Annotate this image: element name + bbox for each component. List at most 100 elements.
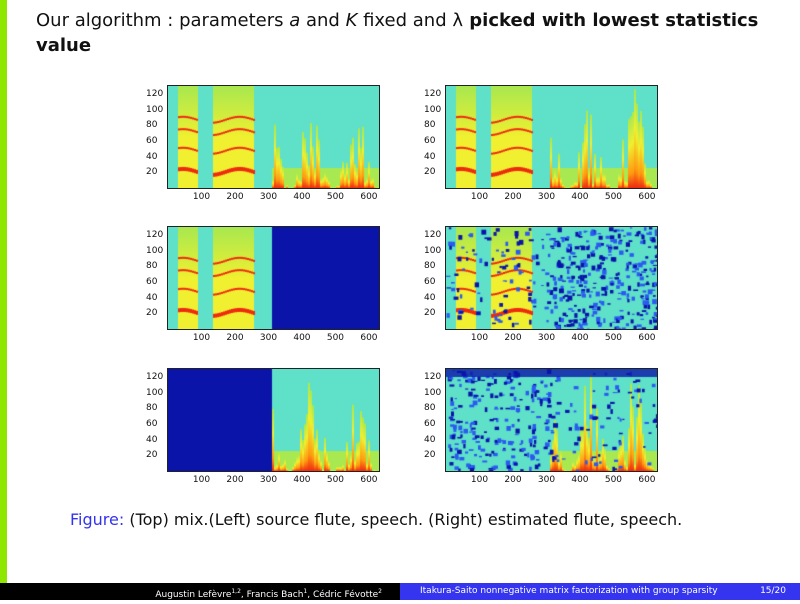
- x-tick-label: 100: [192, 475, 211, 485]
- figure-caption: Figure: (Top) mix.(Left) source flute, s…: [70, 510, 682, 529]
- y-tick-label: 60: [424, 276, 436, 287]
- footer-talk: Itakura-Saito nonnegative matrix factori…: [400, 583, 800, 600]
- y-tick-label: 100: [146, 104, 164, 115]
- title-text: and: [300, 10, 346, 31]
- y-tick-label: 60: [424, 135, 436, 146]
- y-tick-label: 40: [424, 292, 436, 303]
- x-tick-label: 500: [326, 475, 345, 485]
- y-tick-label: 120: [146, 229, 164, 240]
- spectrogram-image: [168, 86, 379, 188]
- y-tick-label: 40: [146, 292, 158, 303]
- spectrogram-mix-est: 120 100 80 60 40 20 100 200 300 400 500 600: [424, 85, 658, 202]
- x-tick-label: 200: [504, 475, 522, 485]
- slide-title: Our algorithm : parameters a and K fixed…: [36, 8, 796, 58]
- y-tick-label: 80: [424, 120, 436, 131]
- page-number: 15/20: [760, 586, 786, 596]
- title-text: fixed and: [357, 10, 453, 31]
- y-tick-label: 120: [424, 88, 442, 99]
- caption-label: Figure:: [70, 510, 125, 529]
- y-tick-label: 20: [424, 308, 436, 319]
- title-text: Our algorithm : parameters: [36, 10, 290, 31]
- spectrogram-mix: 120 100 80 60 40 20 100 200 300 400 500 600: [146, 85, 380, 202]
- affil: 2: [378, 588, 382, 595]
- spectrogram-flute-est: 120 100 80 60 40 20 100 200 300 400 500 600: [424, 226, 658, 343]
- affil: 1,2: [231, 588, 241, 595]
- spectrogram-image: [446, 227, 657, 329]
- y-tick-label: 40: [424, 151, 436, 162]
- title-bold: picked with lowest statistics value: [36, 10, 759, 56]
- x-tick-label: 500: [604, 333, 623, 343]
- x-tick-label: 300: [537, 192, 556, 202]
- spectrogram-image: [168, 369, 379, 471]
- spectrogram-image: [168, 227, 379, 329]
- title-param-a: a: [289, 10, 301, 31]
- y-tick-label: 40: [146, 151, 158, 162]
- spectrogram-image: [446, 86, 657, 188]
- y-tick-label: 100: [146, 387, 164, 398]
- y-tick-label: 80: [424, 261, 436, 272]
- x-tick-label: 200: [226, 333, 244, 343]
- x-tick-label: 400: [571, 475, 589, 485]
- spectrogram-flute: 120 100 80 60 40 20 100 200 300 400 500 600: [146, 226, 380, 343]
- x-tick-label: 400: [571, 333, 589, 343]
- x-tick-label: 600: [360, 192, 378, 202]
- x-tick-label: 100: [470, 333, 489, 343]
- x-tick-label: 500: [326, 333, 345, 343]
- y-tick-label: 20: [424, 450, 436, 461]
- x-tick-label: 100: [470, 475, 489, 485]
- y-tick-label: 60: [424, 418, 436, 429]
- title-param-k: K: [345, 10, 358, 31]
- y-tick-label: 40: [424, 434, 436, 445]
- affil: 1: [303, 588, 308, 595]
- x-tick-label: 100: [470, 192, 489, 202]
- x-tick-label: 200: [226, 475, 244, 485]
- y-tick-label: 100: [146, 245, 164, 256]
- y-tick-label: 120: [146, 88, 164, 99]
- caption-text: (Top) mix.(Left) source flute, speech. (…: [124, 510, 683, 529]
- y-tick-label: 80: [146, 261, 158, 272]
- y-tick-label: 120: [424, 229, 442, 240]
- y-tick-label: 120: [424, 371, 442, 382]
- x-tick-label: 600: [360, 333, 378, 343]
- x-tick-label: 600: [638, 333, 656, 343]
- y-tick-label: 20: [146, 308, 158, 319]
- x-tick-label: 100: [192, 192, 211, 202]
- x-tick-label: 300: [259, 475, 278, 485]
- y-tick-label: 20: [424, 167, 436, 178]
- x-tick-label: 600: [638, 475, 656, 485]
- x-tick-label: 300: [259, 333, 278, 343]
- x-tick-label: 600: [638, 192, 656, 202]
- y-tick-label: 60: [146, 418, 158, 429]
- x-tick-label: 400: [571, 192, 589, 202]
- x-tick-label: 100: [192, 333, 211, 343]
- x-tick-label: 300: [537, 475, 556, 485]
- y-tick-label: 60: [146, 276, 158, 287]
- y-tick-label: 20: [146, 167, 158, 178]
- y-tick-label: 100: [424, 387, 442, 398]
- talk-title: Itakura-Saito nonnegative matrix factori…: [420, 586, 718, 596]
- x-tick-label: 500: [326, 192, 345, 202]
- x-tick-label: 500: [604, 475, 623, 485]
- y-tick-label: 80: [146, 120, 158, 131]
- x-tick-label: 200: [504, 192, 522, 202]
- y-tick-label: 120: [146, 371, 164, 382]
- x-tick-label: 600: [360, 475, 378, 485]
- y-tick-label: 80: [424, 403, 436, 414]
- spectrogram-speech-est: 120 100 80 60 40 20 100 200 300 400 500 600: [424, 368, 658, 485]
- x-tick-label: 400: [293, 475, 311, 485]
- author: , Francis Bach: [240, 590, 304, 600]
- y-tick-label: 100: [424, 245, 442, 256]
- spectrogram-speech: 120 100 80 60 40 20 100 200 300 400 500 600: [146, 368, 380, 485]
- x-tick-label: 200: [504, 333, 522, 343]
- y-tick-label: 20: [146, 450, 158, 461]
- x-tick-label: 400: [293, 333, 311, 343]
- x-tick-label: 500: [604, 192, 623, 202]
- sidebar-accent-bar: [0, 0, 7, 583]
- spectrogram-image: [446, 369, 657, 471]
- footer-authors: Augustin Lefèvre1,2, Francis Bach1, Cédr…: [0, 583, 400, 600]
- author: , Cédric Févotte: [307, 590, 379, 600]
- x-tick-label: 200: [226, 192, 244, 202]
- y-tick-label: 40: [146, 434, 158, 445]
- y-tick-label: 80: [146, 403, 158, 414]
- title-lambda: λ: [452, 10, 463, 31]
